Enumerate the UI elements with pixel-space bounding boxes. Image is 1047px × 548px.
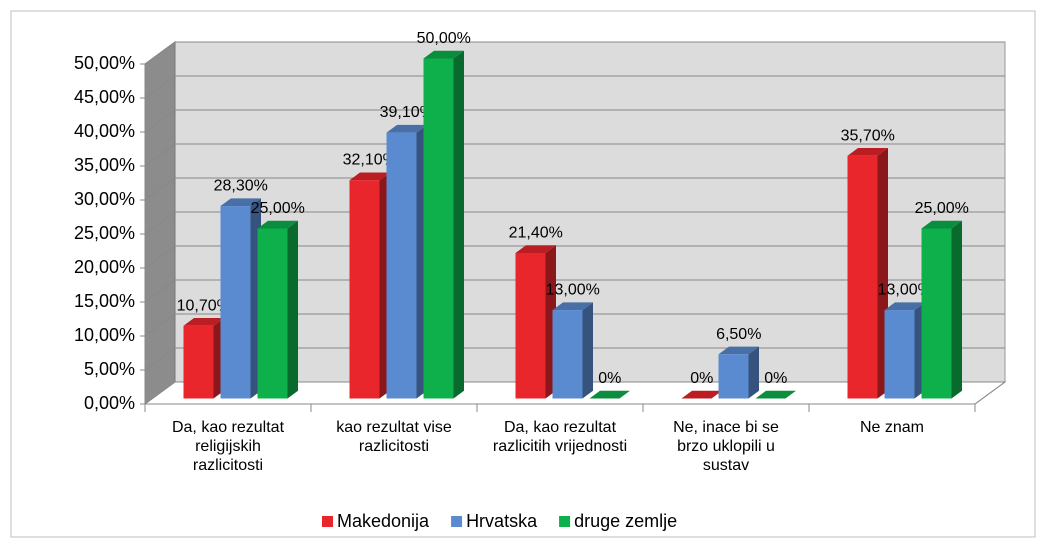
floor-edge — [974, 381, 1006, 405]
data-label: 13,00% — [878, 282, 932, 299]
grid-line — [144, 41, 1005, 65]
y-tick-label: 40,00% — [74, 121, 135, 141]
bar-front — [552, 310, 583, 399]
bar-top — [921, 220, 962, 229]
data-label: 50,00% — [417, 30, 471, 47]
bar — [589, 390, 630, 399]
bar-side — [287, 220, 298, 399]
y-tick-label: 0,00% — [84, 393, 135, 413]
grid-line — [144, 75, 1005, 99]
bar — [718, 346, 759, 399]
bar-top — [589, 390, 630, 399]
legend-swatch — [451, 516, 463, 527]
bar-top — [847, 148, 888, 156]
bar — [755, 390, 796, 399]
data-label: 32,10% — [343, 152, 397, 169]
bar — [552, 302, 593, 399]
x-tick-label: Ne, inace bi se brzo uklopili u sustav — [673, 419, 779, 474]
y-tick-label: 45,00% — [74, 87, 135, 107]
bar-top — [718, 346, 759, 355]
legend-swatch — [559, 516, 571, 527]
grid-line — [144, 143, 1005, 167]
bar-front — [847, 155, 878, 399]
grid-line — [144, 177, 1005, 201]
legend-label: Makedonija — [337, 511, 430, 531]
y-tick-label: 5,00% — [84, 359, 135, 379]
bar-front — [257, 228, 288, 399]
legend-swatch — [322, 516, 333, 527]
data-label: 28,30% — [214, 178, 268, 195]
bar-top — [183, 318, 224, 326]
y-tick-label: 35,00% — [74, 155, 135, 175]
data-label: 35,70% — [841, 127, 895, 144]
bar-side — [582, 302, 593, 399]
bar-top — [349, 172, 390, 181]
bar — [884, 302, 925, 399]
bar-top — [386, 124, 427, 133]
bar-top — [257, 220, 298, 229]
data-label: 10,70% — [177, 297, 231, 314]
bar — [921, 220, 962, 399]
data-label: 0% — [598, 370, 621, 387]
legend-label: druge zemlje — [574, 511, 677, 531]
y-tick-label: 25,00% — [74, 223, 135, 243]
bar — [220, 198, 261, 399]
bar-top — [423, 50, 464, 59]
x-tick-label: Da, kao rezultat razlicitih vrijednosti — [492, 419, 628, 455]
bar — [349, 172, 390, 399]
bar-front — [220, 206, 251, 399]
bar-side — [951, 220, 962, 399]
y-tick-label: 15,00% — [74, 291, 135, 311]
bar-top — [552, 302, 593, 311]
data-label: 0% — [764, 370, 787, 387]
grid-line — [144, 109, 1005, 133]
y-tick-label: 10,00% — [74, 325, 135, 345]
y-tick-label: 50,00% — [74, 53, 135, 73]
bar-front — [718, 354, 749, 399]
bar-top — [515, 245, 556, 253]
data-label: 13,00% — [546, 282, 600, 299]
grid-line — [144, 313, 1005, 337]
bar-front — [183, 325, 214, 399]
bar — [681, 390, 722, 399]
bar — [423, 50, 464, 399]
data-label: 6,50% — [716, 326, 761, 343]
data-label: 25,00% — [251, 200, 305, 217]
y-tick-label: 20,00% — [74, 257, 135, 277]
y-tick-label: 30,00% — [74, 189, 135, 209]
data-label: 0% — [690, 370, 713, 387]
bar — [847, 148, 888, 399]
bar-side — [453, 50, 464, 399]
bar — [257, 220, 298, 399]
bar-front — [386, 132, 417, 399]
bar-top — [681, 390, 722, 399]
grid-line — [144, 211, 1005, 235]
x-tick-label: kao rezultat vise razlicitosti — [336, 419, 452, 455]
data-label: 25,00% — [915, 200, 969, 217]
x-tick-label: Da, kao rezultat religijskih razlicitost… — [171, 419, 285, 474]
bar-front — [423, 58, 454, 399]
bar-front — [349, 180, 380, 399]
bar — [183, 318, 224, 399]
bar — [386, 124, 427, 399]
grid-line — [144, 245, 1005, 269]
bar-side — [748, 346, 759, 399]
bar-front — [921, 228, 952, 399]
x-tick-label: Ne znam — [859, 419, 925, 436]
data-label: 39,10% — [380, 104, 434, 121]
grid-line — [144, 279, 1005, 303]
bar-top — [220, 198, 261, 207]
bar-top — [884, 302, 925, 311]
legend-label: Hrvatska — [466, 511, 538, 531]
bar-front — [884, 310, 915, 399]
bar — [515, 245, 556, 399]
bar-top — [755, 390, 796, 399]
bar-front — [515, 252, 546, 399]
data-label: 21,40% — [509, 224, 563, 241]
